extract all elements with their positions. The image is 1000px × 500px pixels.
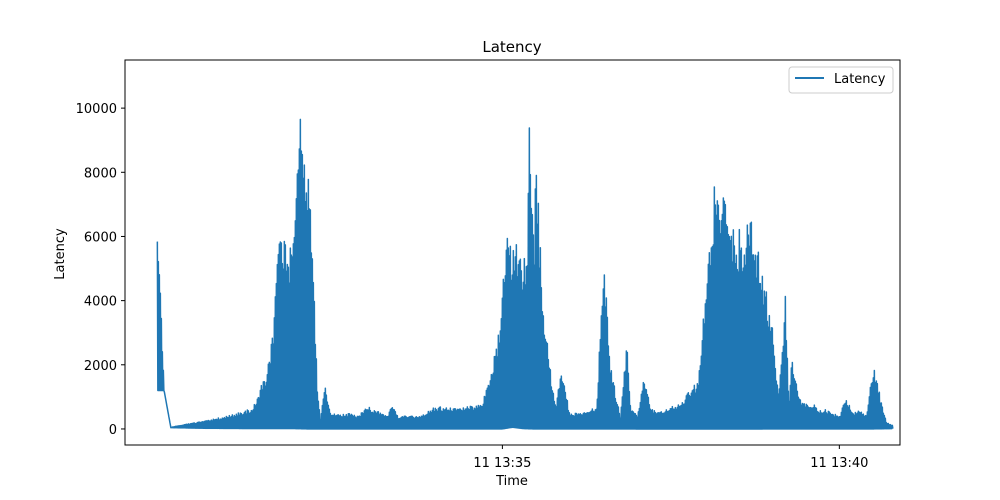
x-tick-label: 11 13:40: [810, 456, 868, 471]
y-tick-label: 0: [109, 423, 117, 438]
chart-title: Latency: [482, 38, 541, 56]
plot-area: [156, 118, 894, 430]
legend-label-latency: Latency: [834, 72, 886, 87]
legend: Latency: [788, 66, 894, 94]
y-tick-label: 6000: [84, 230, 117, 245]
y-tick-label: 4000: [84, 295, 117, 310]
series-line-latency: [156, 118, 894, 430]
legend-box: [788, 66, 894, 94]
y-tick-label: 10000: [76, 102, 117, 117]
y-axis: 0 2000 4000 6000 8000 10000: [76, 102, 125, 438]
y-tick-label: 8000: [84, 166, 117, 181]
x-axis: 11 13:35 11 13:40: [473, 445, 868, 471]
x-axis-label: Time: [495, 474, 528, 489]
x-tick-label: 11 13:35: [473, 456, 531, 471]
y-axis-label: Latency: [53, 228, 68, 280]
plot-frame: [124, 59, 901, 446]
y-tick-label: 2000: [84, 359, 117, 374]
